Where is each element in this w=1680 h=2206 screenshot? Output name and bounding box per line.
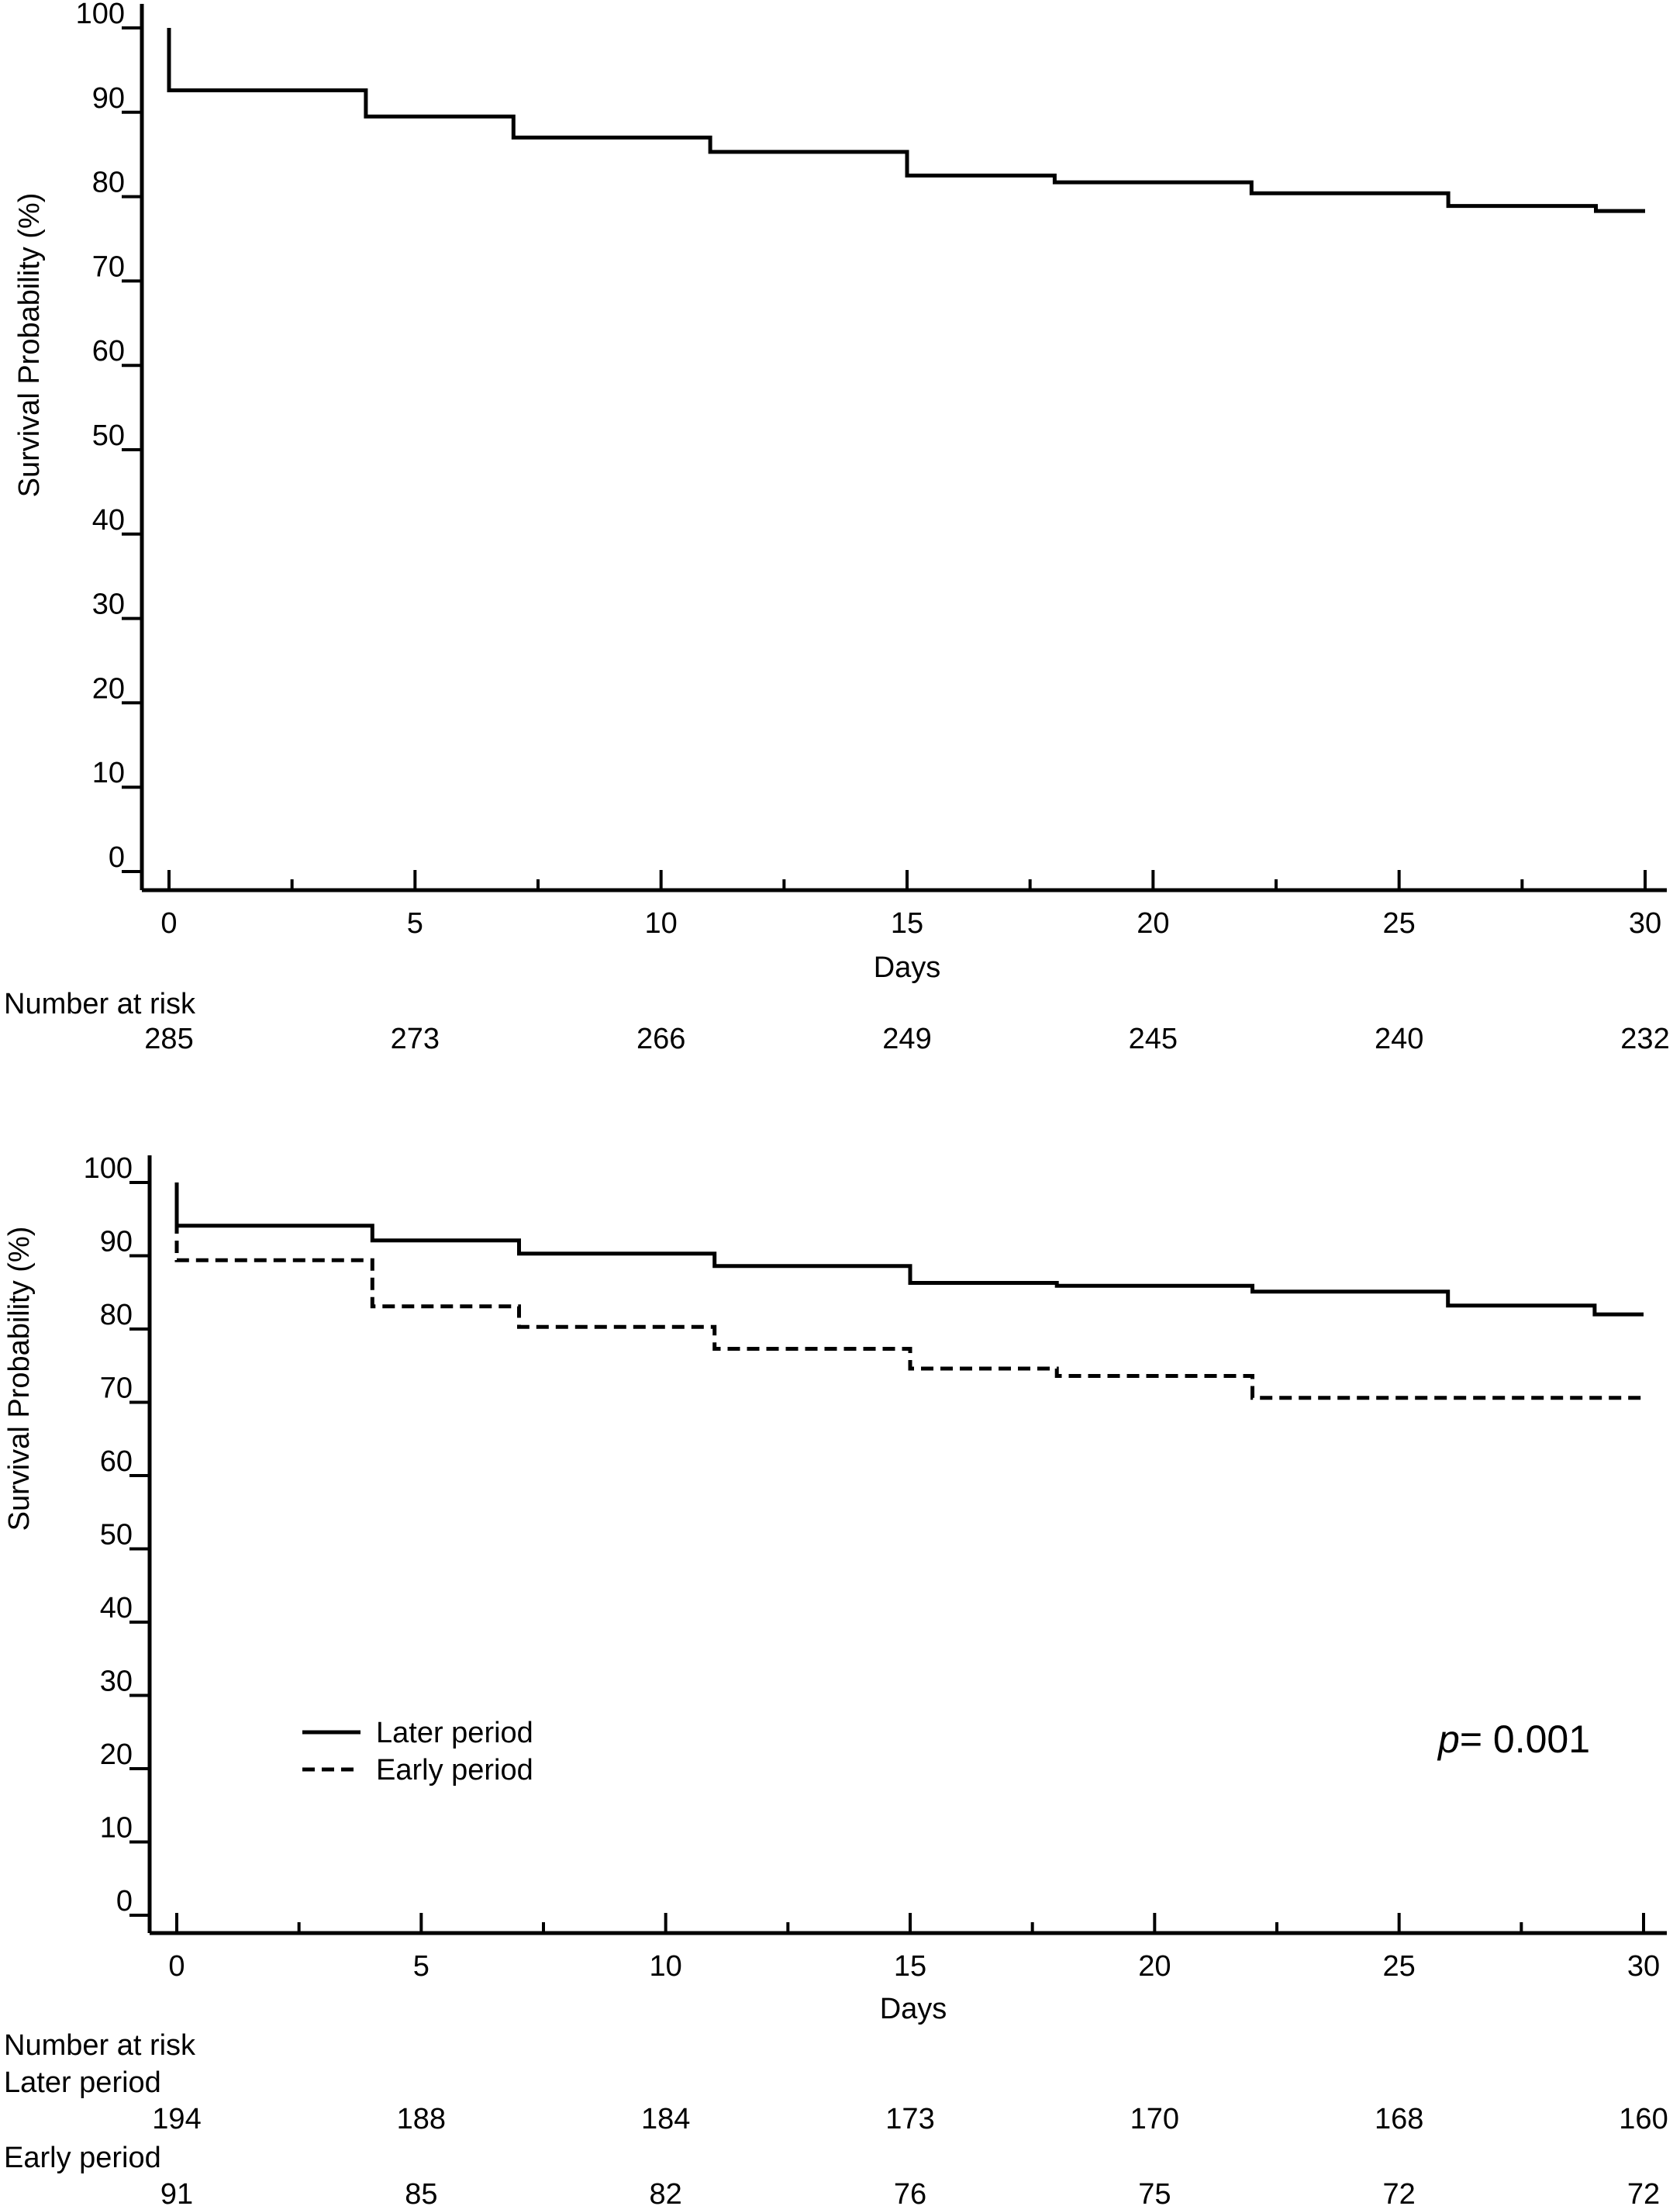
legend-label-early: Early period <box>376 1754 533 1787</box>
top-x-axis-label: Days <box>874 951 941 984</box>
top-x-tick-label: 5 <box>407 907 423 940</box>
top-x-tick-label: 10 <box>645 907 678 940</box>
bottom-risk-label-early: Early period <box>4 2142 161 2174</box>
top-x-tick-label: 20 <box>1137 907 1169 940</box>
top-y-tick-label: 90 <box>92 82 125 115</box>
chart-top: Survival Probability (%) 010203040506070… <box>4 0 1670 1055</box>
top-y-tick-label: 0 <box>109 841 125 874</box>
bottom-legend: Later period Early period <box>302 1717 533 1787</box>
top-risk-value: 245 <box>1129 1023 1178 1055</box>
top-risk-value: 266 <box>636 1023 685 1055</box>
bottom-x-tick-label: 10 <box>650 1950 682 1983</box>
top-x-tick-label: 15 <box>891 907 923 940</box>
bottom-x-tick-label: 15 <box>894 1950 926 1983</box>
bottom-x-tick-label: 25 <box>1383 1950 1416 1983</box>
top-risk-value: 240 <box>1375 1023 1423 1055</box>
bottom-x-tick-label: 5 <box>413 1950 429 1983</box>
top-risk-value: 273 <box>391 1023 440 1055</box>
bottom-risk-label-later: Later period <box>4 2066 161 2099</box>
bottom-y-tick-label: 60 <box>100 1445 133 1478</box>
bottom-y-tick-label: 100 <box>84 1152 133 1185</box>
top-y-tick-label: 20 <box>92 672 125 705</box>
bottom-x-tick-label: 20 <box>1138 1950 1171 1983</box>
p-value-annotation: p= 0.001 <box>1437 1718 1590 1761</box>
top-risk-value: 285 <box>144 1023 193 1055</box>
bottom-y-tick-label: 70 <box>100 1372 133 1405</box>
top-plot-area: 0 10 20 30 40 50 60 70 80 90 100 0 5 10 15 20 25 30 <box>76 0 1667 940</box>
top-y-tick-label: 50 <box>92 419 125 452</box>
bottom-risk-value: 72 <box>1383 2178 1416 2206</box>
bottom-risk-title: Number at risk <box>4 2029 196 2062</box>
bottom-risk-table: 194 188 184 173 170 168 160 91 85 82 76 75 72 72 <box>152 2103 1668 2206</box>
p-value-symbol: p <box>1437 1718 1460 1761</box>
bottom-series-line-0 <box>174 1182 1644 1317</box>
bottom-y-tick-label: 50 <box>100 1519 133 1552</box>
bottom-risk-value: 170 <box>1130 2103 1179 2135</box>
top-series-line-0 <box>167 28 1645 213</box>
bottom-y-tick-label: 10 <box>100 1812 133 1845</box>
top-x-tick-label: 25 <box>1383 907 1416 940</box>
bottom-risk-value: 85 <box>405 2178 437 2206</box>
bottom-risk-value: 173 <box>885 2103 934 2135</box>
top-risk-value: 249 <box>882 1023 931 1055</box>
top-y-tick-label: 40 <box>92 504 125 537</box>
bottom-series-line-1 <box>174 1182 1644 1400</box>
top-y-axis-label: Survival Probability (%) <box>13 193 46 498</box>
bottom-y-tick-label: 30 <box>100 1666 133 1698</box>
bottom-risk-value: 72 <box>1627 2178 1660 2206</box>
bottom-y-axis-label: Survival Probability (%) <box>3 1227 36 1531</box>
bottom-risk-value: 82 <box>650 2178 682 2206</box>
top-risk-table: 285 273 266 249 245 240 232 <box>144 1023 1669 1055</box>
bottom-risk-value: 184 <box>641 2103 690 2135</box>
top-x-tick-label: 30 <box>1629 907 1661 940</box>
legend-label-later: Later period <box>376 1717 533 1749</box>
top-risk-title: Number at risk <box>4 988 196 1020</box>
bottom-risk-value: 168 <box>1375 2103 1423 2135</box>
bottom-x-tick-label: 0 <box>168 1950 185 1983</box>
top-x-tick-label: 0 <box>160 907 177 940</box>
chart-bottom: Survival Probability (%) 010203040506070… <box>3 1152 1668 2206</box>
top-risk-value: 232 <box>1620 1023 1669 1055</box>
bottom-y-tick-label: 80 <box>100 1299 133 1331</box>
bottom-y-tick-label: 20 <box>100 1738 133 1771</box>
bottom-risk-value: 91 <box>160 2178 193 2206</box>
bottom-y-tick-label: 90 <box>100 1226 133 1258</box>
bottom-plot-area: 0 10 20 30 40 50 60 70 80 90 100 0 5 10 15 20 25 30 <box>84 1152 1667 1983</box>
bottom-risk-value: 188 <box>397 2103 446 2135</box>
bottom-x-tick-label: 30 <box>1627 1950 1660 1983</box>
top-y-tick-label: 70 <box>92 250 125 283</box>
bottom-y-tick-label: 40 <box>100 1592 133 1624</box>
top-y-tick-label: 10 <box>92 757 125 789</box>
top-y-tick-label: 30 <box>92 589 125 621</box>
bottom-x-axis-label: Days <box>880 1993 947 2025</box>
top-y-tick-label: 100 <box>76 0 125 30</box>
bottom-y-tick-label: 0 <box>116 1885 133 1918</box>
top-y-tick-label: 80 <box>92 167 125 199</box>
p-value-text: = 0.001 <box>1460 1718 1590 1761</box>
bottom-risk-value: 160 <box>1619 2103 1668 2135</box>
bottom-risk-value: 76 <box>894 2178 926 2206</box>
top-y-tick-label: 60 <box>92 335 125 368</box>
bottom-risk-value: 75 <box>1138 2178 1171 2206</box>
bottom-risk-value: 194 <box>152 2103 201 2135</box>
